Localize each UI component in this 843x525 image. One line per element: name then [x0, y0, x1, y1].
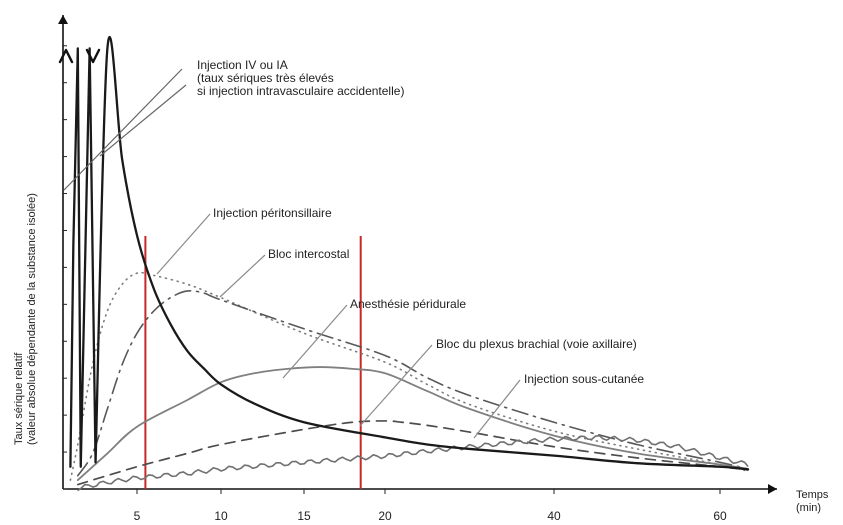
epidural-series: [76, 366, 749, 481]
y-axis-label-line-2: (valeur absolue dépendante de la substan…: [26, 193, 38, 445]
x-tick-label-15: 15: [297, 509, 311, 523]
subcutaneous-leader: [473, 379, 521, 439]
epidural-label-line-1: Anesthésie péridurale: [350, 297, 466, 311]
subcutaneous-label: Injection sous-cutanée: [524, 372, 644, 386]
caret-down-marker: [85, 48, 101, 64]
iv-injection-label-line-2: (taux sériques très élevés: [197, 71, 334, 85]
caret-up-marker: [58, 48, 74, 64]
plot-layer: 5 10 15 20 40 60 Injection IV ou IA (taux sériq…: [13, 15, 829, 523]
x-axis-label-line-2: (min): [796, 502, 821, 514]
x-tick-label-20: 20: [378, 509, 392, 523]
x-axis-arrow: [768, 484, 777, 494]
peritonsillar-label: Injection péritonsillaire: [213, 206, 332, 220]
iv-injection-label-line-3: si injection intravasculaire accidentell…: [197, 84, 404, 98]
brachial-plexus-label: Bloc du plexus brachial (voie axillaire): [436, 337, 637, 351]
iv-injection-label: Injection IV ou IA (taux sériques très él…: [197, 58, 404, 98]
iv-spike-series: [69, 36, 750, 471]
peritonsillar-leader: [156, 213, 211, 275]
intercostal-label-line-1: Bloc intercostal: [268, 247, 349, 261]
x-tick-label-40: 40: [547, 509, 561, 523]
x-tick-label-5: 5: [134, 509, 141, 523]
iv-leader-2: [99, 84, 187, 157]
x-axis-label-line-1: Temps: [796, 489, 829, 501]
intercostal-leader: [219, 254, 266, 298]
epidural-label: Anesthésie péridurale: [350, 297, 466, 311]
epidural-leader: [282, 304, 348, 379]
x-tick-label-10: 10: [214, 509, 228, 523]
subcutaneous-series: [77, 434, 749, 492]
brachial-plexus-label-line-1: Bloc du plexus brachial (voie axillaire): [436, 337, 637, 351]
intercostal-series: [77, 289, 749, 477]
y-axis-label-line-1: Taux sérique relatif: [13, 352, 25, 445]
iv-injection-label-line-1: Injection IV ou IA: [197, 58, 288, 72]
intercostal-label: Bloc intercostal: [268, 247, 349, 261]
subcutaneous-label-line-1: Injection sous-cutanée: [524, 372, 644, 386]
y-axis-arrow: [58, 15, 68, 24]
brachial-series: [76, 420, 749, 486]
y-axis-label: Taux sérique relatif(valeur absolue dépe…: [13, 193, 38, 445]
iv-leader-1: [63, 68, 183, 191]
peritonsillar-label-line-1: Injection péritonsillaire: [213, 206, 332, 220]
brachial-leader: [359, 344, 433, 427]
x-tick-label-60: 60: [713, 509, 727, 523]
x-axis-label: Temps (min): [796, 489, 829, 514]
